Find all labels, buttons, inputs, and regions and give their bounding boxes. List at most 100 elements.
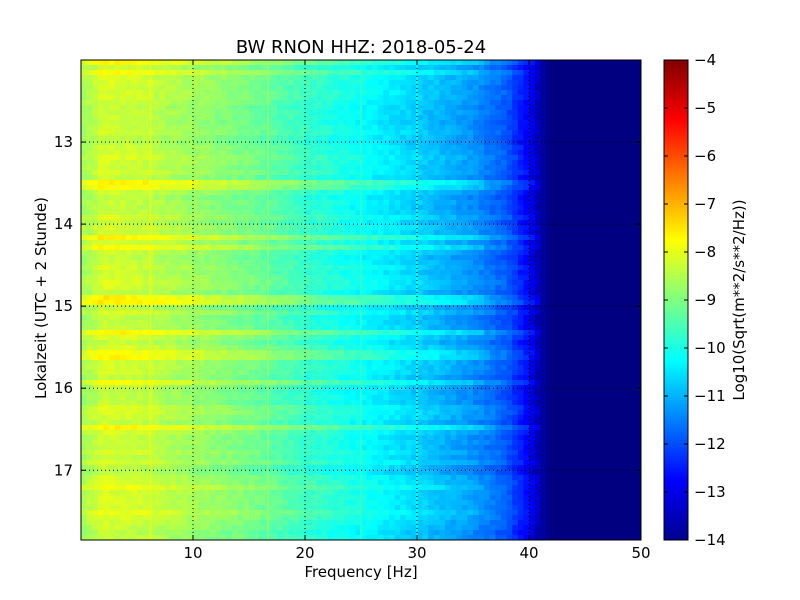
heatmap-cell [439, 115, 446, 121]
heatmap-cell [467, 235, 474, 241]
heatmap-cell [316, 135, 323, 141]
heatmap-cell [478, 210, 485, 216]
heatmap-cell [629, 180, 636, 186]
heatmap-cell [165, 215, 172, 221]
heatmap-cell [344, 65, 351, 71]
heatmap-cell [422, 205, 429, 211]
heatmap-cell [495, 165, 502, 171]
heatmap-cell [534, 80, 541, 86]
heatmap-cell [181, 230, 188, 236]
heatmap-cell [338, 300, 345, 306]
heatmap-cell [209, 290, 216, 296]
heatmap-cell [159, 250, 166, 256]
heatmap-cell [159, 210, 166, 216]
heatmap-cell [221, 60, 228, 66]
heatmap-cell [198, 250, 205, 256]
heatmap-cell [573, 95, 580, 101]
heatmap-cell [389, 140, 396, 146]
heatmap-cell [551, 280, 558, 286]
heatmap-cell [456, 140, 463, 146]
heatmap-cell [372, 115, 379, 121]
heatmap-cell [282, 150, 289, 156]
heatmap-cell [422, 65, 429, 71]
heatmap-cell [232, 300, 239, 306]
heatmap-cell [372, 60, 379, 66]
heatmap-cell [501, 60, 508, 66]
heatmap-cell [176, 120, 183, 126]
heatmap-cell [523, 190, 530, 196]
heatmap-cell [103, 265, 110, 271]
heatmap-cell [355, 305, 362, 311]
heatmap-cell [473, 225, 480, 231]
heatmap-cell [517, 75, 524, 81]
heatmap-cell [450, 270, 457, 276]
heatmap-cell [176, 265, 183, 271]
heatmap-cell [333, 80, 340, 86]
heatmap-cell [209, 195, 216, 201]
heatmap-cell [417, 210, 424, 216]
heatmap-cell [461, 205, 468, 211]
heatmap-cell [618, 190, 625, 196]
heatmap-cell [81, 115, 88, 121]
heatmap-cell [366, 195, 373, 201]
heatmap-cell [618, 130, 625, 136]
heatmap-cell [165, 165, 172, 171]
heatmap-cell [316, 90, 323, 96]
heatmap-cell [327, 100, 334, 106]
heatmap-cell [355, 220, 362, 226]
heatmap-cell [506, 150, 513, 156]
heatmap-cell [361, 140, 368, 146]
heatmap-cell [484, 280, 491, 286]
heatmap-cell [271, 160, 278, 166]
heatmap-cell [131, 295, 138, 301]
heatmap-cell [114, 230, 121, 236]
heatmap-cell [159, 135, 166, 141]
heatmap-cell [271, 285, 278, 291]
heatmap-cell [506, 60, 513, 66]
heatmap-cell [131, 60, 138, 66]
heatmap-cell [181, 220, 188, 226]
heatmap-cell [573, 195, 580, 201]
heatmap-cell [187, 130, 194, 136]
heatmap-cell [288, 60, 295, 66]
heatmap-cell [445, 265, 452, 271]
heatmap-cell [417, 140, 424, 146]
heatmap-cell [417, 185, 424, 191]
heatmap-cell [277, 145, 284, 151]
heatmap-cell [372, 200, 379, 206]
heatmap-cell [327, 255, 334, 261]
heatmap-cell [445, 120, 452, 126]
heatmap-cell [400, 240, 407, 246]
heatmap-cell [411, 210, 418, 216]
heatmap-cell [523, 195, 530, 201]
heatmap-cell [159, 265, 166, 271]
heatmap-cell [629, 200, 636, 206]
heatmap-cell [484, 185, 491, 191]
heatmap-cell [618, 210, 625, 216]
heatmap-cell [204, 295, 211, 301]
heatmap-cell [299, 235, 306, 241]
heatmap-cell [445, 170, 452, 176]
heatmap-cell [417, 255, 424, 261]
heatmap-cell [333, 195, 340, 201]
heatmap-cell [92, 185, 99, 191]
heatmap-cell [473, 280, 480, 286]
heatmap-cell [540, 220, 547, 226]
heatmap-cell [361, 210, 368, 216]
heatmap-cell [506, 130, 513, 136]
heatmap-cell [153, 295, 160, 301]
heatmap-cell [635, 60, 641, 66]
heatmap-cell [377, 165, 384, 171]
heatmap-cell [495, 95, 502, 101]
heatmap-cell [461, 65, 468, 71]
heatmap-cell [624, 200, 631, 206]
heatmap-cell [327, 140, 334, 146]
heatmap-cell [327, 75, 334, 81]
heatmap-cell [165, 100, 172, 106]
heatmap-cell [316, 250, 323, 256]
heatmap-cell [540, 305, 547, 311]
heatmap-cell [321, 70, 328, 76]
heatmap-cell [260, 210, 267, 216]
heatmap-cell [534, 150, 541, 156]
heatmap-cell [439, 250, 446, 256]
